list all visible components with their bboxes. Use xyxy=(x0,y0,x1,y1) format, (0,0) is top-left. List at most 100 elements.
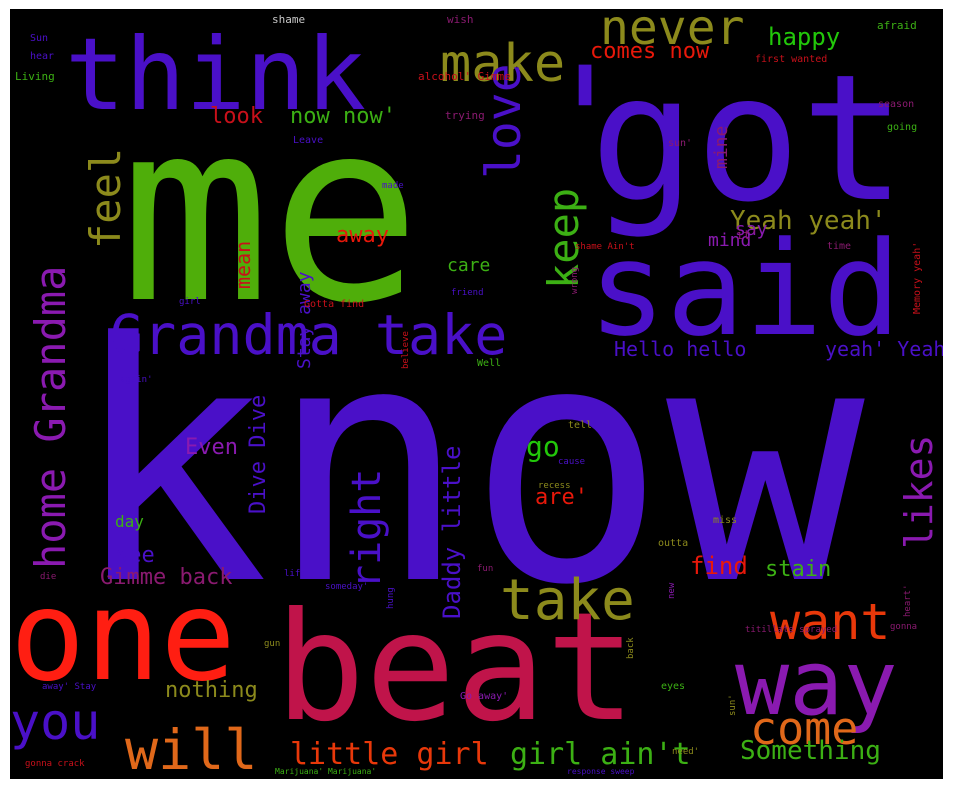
word-hear-55: hear xyxy=(30,51,54,62)
word-beat-5: beat xyxy=(275,581,636,755)
word-make-10: make xyxy=(440,34,565,94)
word-life-83: life xyxy=(284,569,306,579)
word-grandma-take-9: Grandma take xyxy=(110,303,507,367)
word-comes-now-28: comes now xyxy=(590,39,710,64)
word-afraid-53: afraid xyxy=(877,19,917,32)
word-feel-19: feel xyxy=(81,148,130,249)
word-think-7: think xyxy=(65,16,366,133)
word-time-66: time xyxy=(827,241,851,252)
word-go-away-93: Go away' xyxy=(460,691,508,702)
word-mean-43: mean xyxy=(231,241,255,289)
word-find-36: find xyxy=(690,552,748,580)
word-keep-20: keep xyxy=(539,188,588,289)
word-marijuana-marijuana-98: Marijuana' Marijuana' xyxy=(275,767,376,776)
word-hello-hello-31: Hello hello xyxy=(614,337,746,361)
word-sun-54: Sun xyxy=(30,33,48,44)
word-right-21: right xyxy=(344,469,390,589)
word-living-56: Living xyxy=(15,70,55,83)
word-miss-79: miss xyxy=(713,515,737,526)
word-season-61: season xyxy=(878,99,914,110)
word-yeah-yeah-23: Yeah yeah' xyxy=(730,206,887,236)
word-know-0: know xyxy=(70,273,867,657)
word-well-74: Well xyxy=(477,358,501,369)
word-cause-77: cause xyxy=(558,457,585,467)
word-sun-63: sun' xyxy=(668,138,692,149)
word-outta-80: outta xyxy=(658,538,688,549)
word-die-84: die xyxy=(40,572,56,582)
word-mine-49: mine xyxy=(711,126,732,169)
word-daddy-little-33: Daddy little xyxy=(438,446,466,619)
word-look-29: look xyxy=(210,104,263,129)
word-trying-59: trying xyxy=(445,109,485,122)
word-shame-51: shame xyxy=(272,13,305,26)
word-day-50: day xyxy=(115,512,144,531)
word-someday-86: someday' xyxy=(325,582,368,592)
word-take-13: take xyxy=(500,568,635,633)
word-got-2: got xyxy=(590,38,906,241)
word-wish-52: wish xyxy=(447,13,474,26)
word-never-11: never xyxy=(600,9,745,56)
word-believe-73: believe xyxy=(401,331,411,369)
word-heart-81: heart' xyxy=(903,584,913,617)
word-say-48: say xyxy=(735,219,768,240)
word-home-grandma-18: home Grandma xyxy=(26,266,75,569)
word-gotta-find-69: Gotta find xyxy=(304,299,364,310)
word-need-96: need' xyxy=(672,747,699,757)
word-away-stay-92: away' Stay xyxy=(42,682,97,692)
word-stain-37: stain xyxy=(765,557,831,582)
word-cloud-canvas: know me got ' said beat one think way Grandma tak… xyxy=(10,9,943,779)
word-love-12: love xyxy=(476,63,532,179)
word-girl-ain-t-24: girl ain't xyxy=(510,737,691,772)
word-tell-76: tell xyxy=(568,420,592,431)
word-sun-95: sun' xyxy=(728,694,738,716)
word-alcohol-gimme-57: alcohol' Gimme xyxy=(418,70,511,83)
word-will-16: will xyxy=(125,718,257,779)
word-want-14: want xyxy=(770,593,890,651)
word-girl-71: girl xyxy=(179,297,201,307)
word-friend-70: friend xyxy=(451,288,484,298)
word-gimme-back-39: Gimme back xyxy=(100,565,232,590)
word-away-45: away xyxy=(336,223,389,248)
word-new-87: new xyxy=(667,582,677,599)
word-first-wanted-58: first wanted xyxy=(755,54,827,65)
word-back-88: back xyxy=(626,637,636,659)
word-recess-78: recess xyxy=(538,481,571,491)
word-nothing-38: nothing xyxy=(165,678,258,703)
word-gonna-90: gonna xyxy=(890,622,917,632)
word-mark-3: ' xyxy=(540,36,630,210)
word-dive-dive-41: Dive Dive xyxy=(246,395,271,514)
word-you-15: you xyxy=(10,693,100,751)
word-leave-60: Leave xyxy=(293,135,323,146)
word-likes-22: likes xyxy=(897,435,941,549)
word-going-62: going xyxy=(887,122,917,133)
word-me-1: me xyxy=(120,67,421,358)
word-eyes-94: eyes xyxy=(661,681,685,692)
word-see-40: see xyxy=(115,543,155,568)
word-memory-yeah-67: Memory yeah' xyxy=(912,242,923,314)
word-even-42: Even xyxy=(185,435,238,460)
word-come-17: come xyxy=(750,702,858,755)
word-go-34: go xyxy=(526,430,560,463)
word-something-26: Something xyxy=(740,736,881,766)
word-shame-ain-t-65: shame Ain't xyxy=(575,242,635,252)
word-little-girl-25: little girl xyxy=(290,737,489,772)
word-response-sweep-99: response sweep xyxy=(567,767,635,776)
word-mind-47: mind xyxy=(708,230,751,251)
word-one-6: one xyxy=(10,564,236,709)
word-fun-82: fun xyxy=(477,564,493,574)
word-made-64: made xyxy=(382,181,404,191)
word-are-35: are' xyxy=(535,485,588,510)
word-happy-27: happy xyxy=(768,23,840,51)
word-hung-85: hung xyxy=(386,587,396,609)
word-now-now-30: now now' xyxy=(290,104,396,129)
word-stay-away-44: Stay away xyxy=(294,271,315,369)
word-yeah-yeah-32: yeah' Yeah xyxy=(825,337,943,361)
word-titillate-sprayed-89: titillate sprayed xyxy=(745,625,837,635)
word-gun-91: gun xyxy=(264,639,280,649)
word-gonna-crack-97: gonna crack xyxy=(25,759,85,769)
word-wrong-72: wrong xyxy=(570,267,580,294)
word-it-68: it' xyxy=(736,228,758,242)
word-care-46: care xyxy=(447,255,490,276)
word-again-75: again' xyxy=(120,375,153,385)
